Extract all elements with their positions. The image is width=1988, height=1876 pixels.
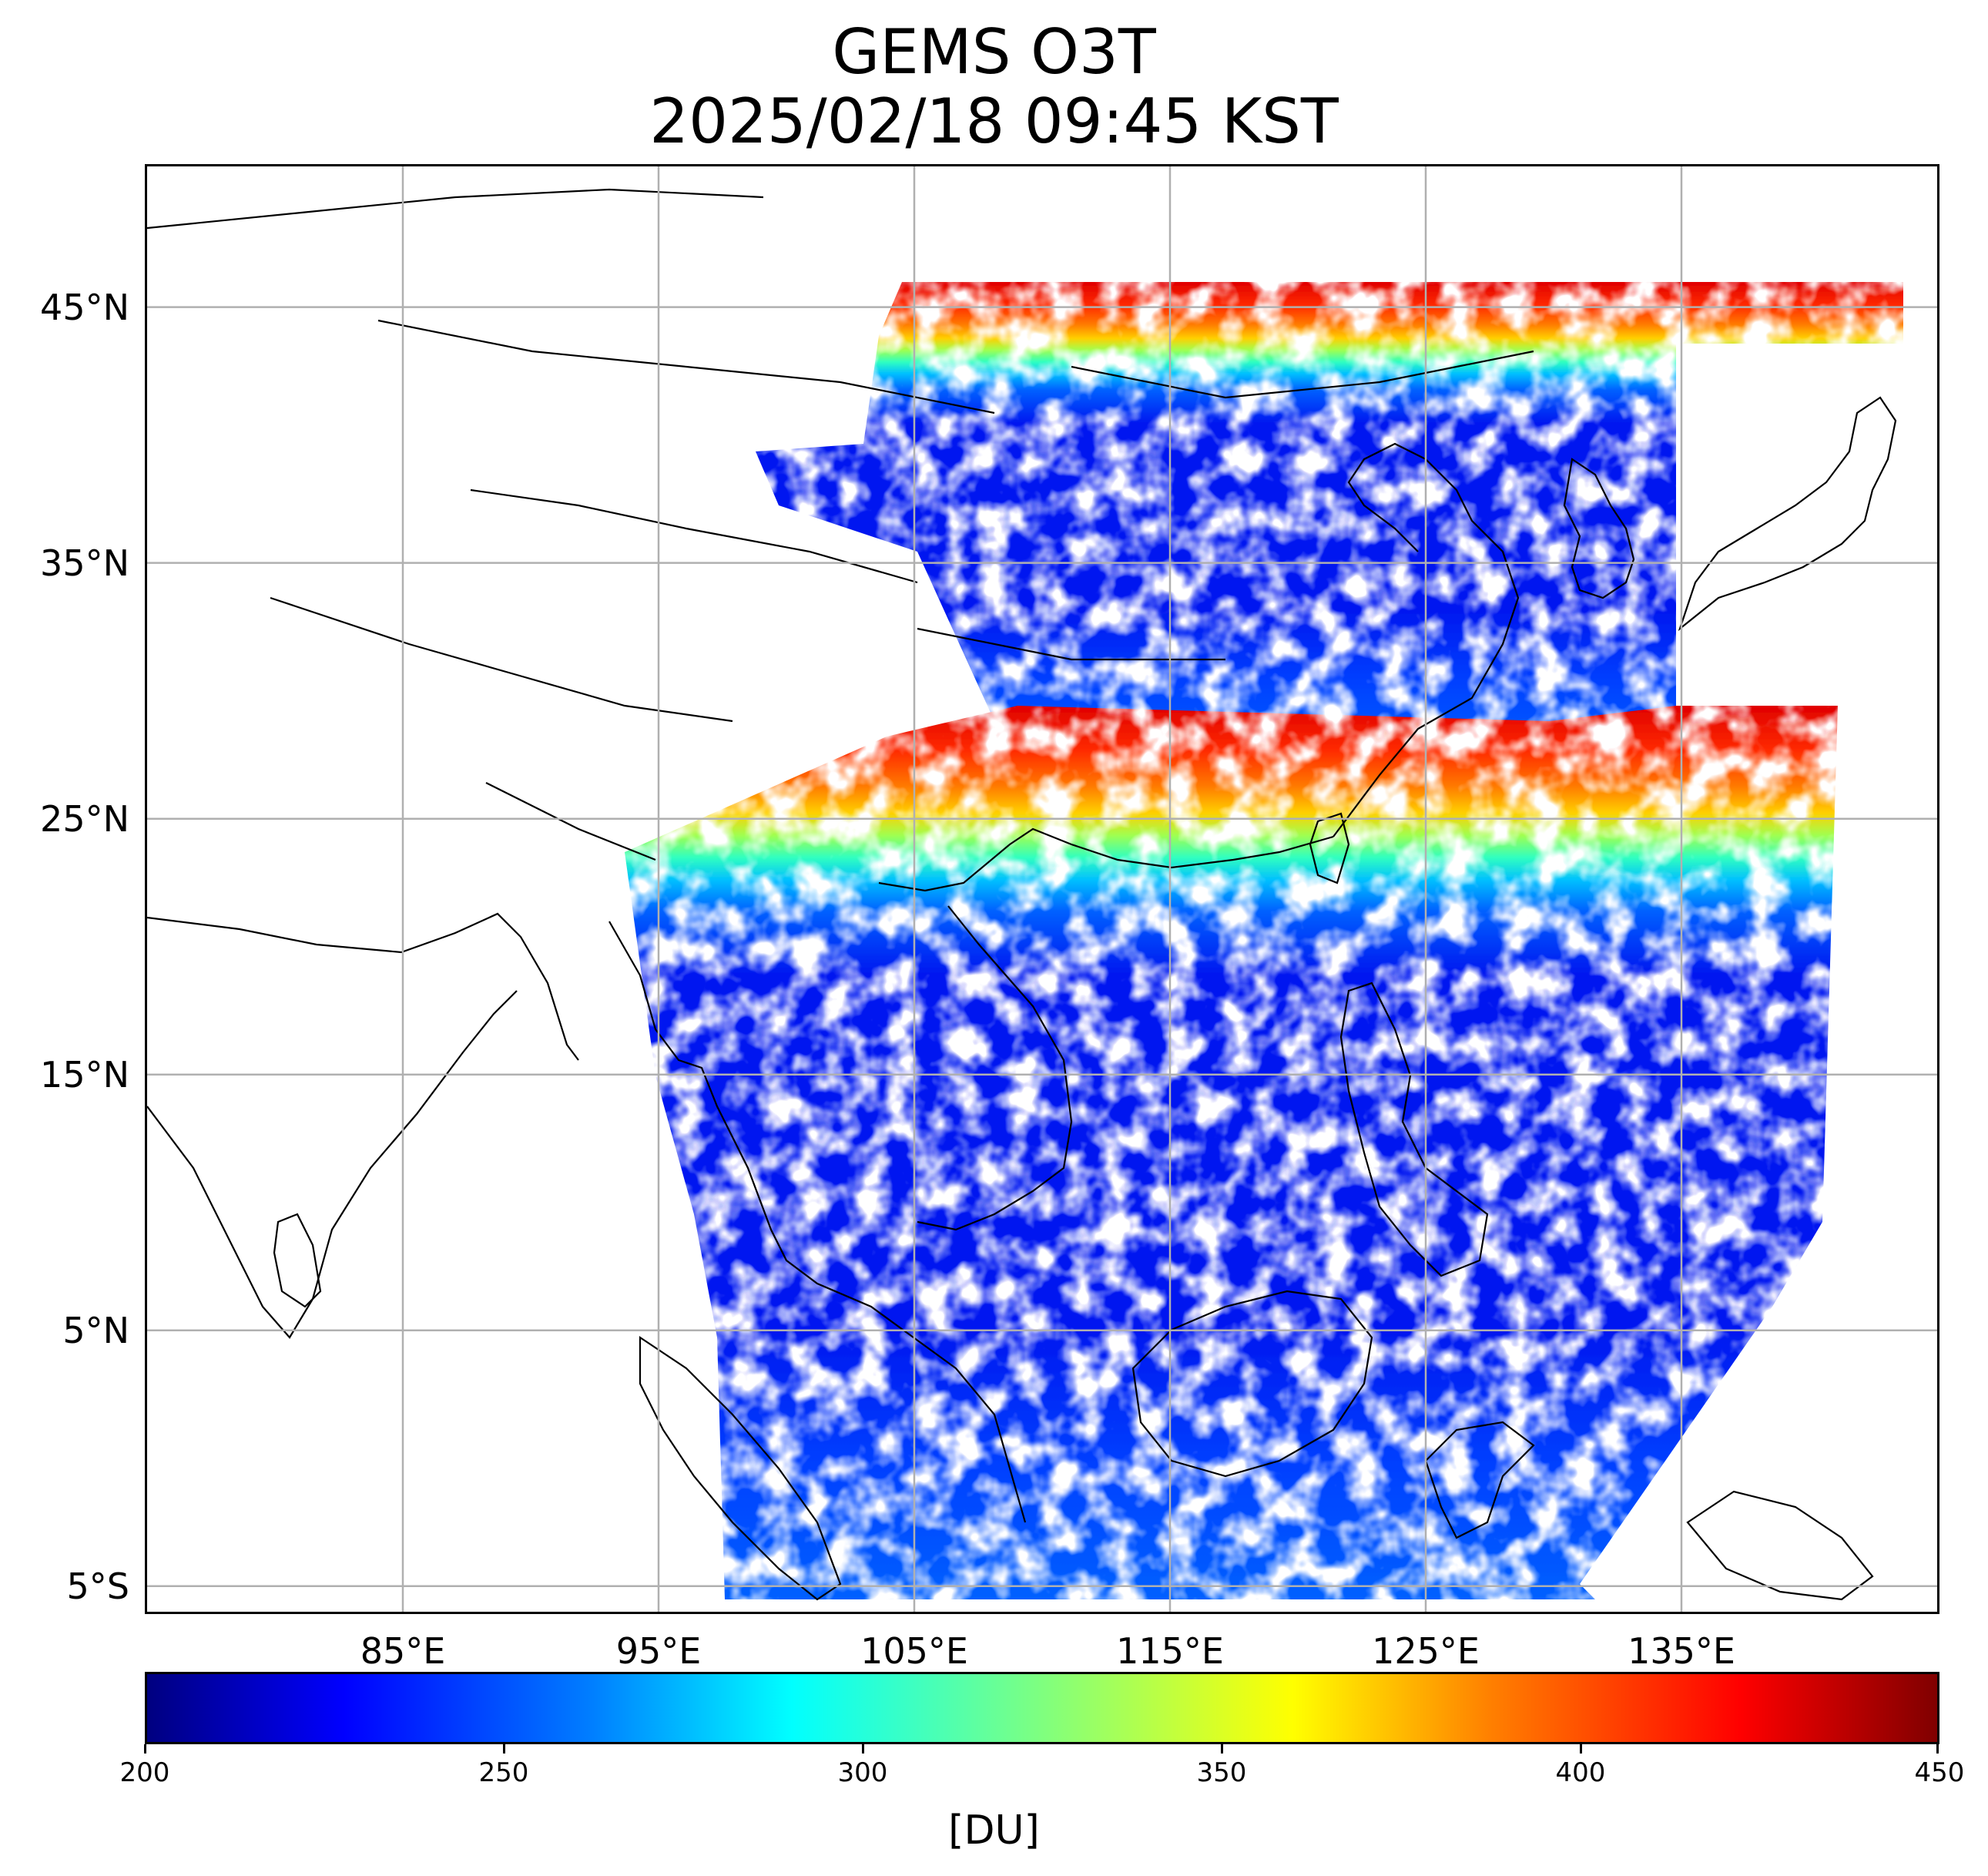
coastlines	[147, 188, 1897, 1601]
colorbar-tick-label: 450	[1914, 1757, 1965, 1788]
colorbar-tick	[1936, 1744, 1939, 1754]
coastline-newguinea	[1686, 1490, 1874, 1601]
colorbar	[145, 1672, 1939, 1744]
lon-tick-label: 125°E	[1372, 1630, 1480, 1672]
colorbar-tick-label: 250	[478, 1757, 529, 1788]
coastline-srilanka	[273, 1213, 322, 1308]
coastline-sulawesi	[1424, 1421, 1535, 1539]
coastline-sumatra	[639, 1335, 842, 1601]
colorbar-tick-label: 350	[1196, 1757, 1247, 1788]
colorbar-tick-label: 200	[119, 1757, 170, 1788]
ozone-swath	[625, 282, 1903, 1599]
lat-tick-label: 45°N	[40, 286, 129, 328]
colorbar-tick-label: 400	[1555, 1757, 1606, 1788]
lon-tick-label: 135°E	[1628, 1630, 1735, 1672]
map-canvas	[147, 166, 1937, 1612]
colorbar-tick	[1580, 1744, 1582, 1754]
lat-tick-label: 15°N	[40, 1053, 129, 1096]
lon-tick-label: 115°E	[1116, 1630, 1224, 1672]
lon-tick-label: 85°E	[360, 1630, 446, 1672]
lat-tick-label: 25°N	[40, 797, 129, 840]
coastline-taiwan	[1309, 812, 1350, 884]
ozone-swath-south	[625, 706, 1838, 1599]
map-panel	[145, 164, 1939, 1614]
coastline-philippines	[1339, 982, 1489, 1277]
gridlines	[147, 166, 1937, 1612]
coastline-india	[147, 912, 579, 1339]
lat-tick-label: 5°N	[62, 1309, 129, 1351]
colorbar-tick	[144, 1744, 146, 1754]
borders-asia	[147, 188, 1534, 861]
lon-tick-label: 95°E	[615, 1630, 702, 1672]
lon-tick-label: 105°E	[860, 1630, 968, 1672]
colorbar-tick	[862, 1744, 864, 1754]
lat-tick-label: 35°N	[40, 542, 129, 584]
coastline-indochina	[608, 827, 1334, 1523]
lat-tick-label: 5°S	[66, 1565, 129, 1607]
coastline-korea	[1563, 458, 1635, 599]
colorbar-unit-label: [DU]	[948, 1807, 1040, 1854]
colorbar-tick	[503, 1744, 505, 1754]
chart-subtitle-datetime: 2025/02/18 09:45 KST	[649, 86, 1339, 157]
colorbar-tick-label: 300	[837, 1757, 888, 1788]
ozone-swath-north	[756, 282, 1903, 752]
coastline-china-east	[1333, 442, 1520, 837]
coastline-borneo	[1131, 1290, 1373, 1478]
chart-title: GEMS O3T	[832, 16, 1156, 88]
colorbar-tick	[1221, 1744, 1223, 1754]
coastline-japan	[1678, 396, 1897, 632]
coastline-vietnam	[917, 905, 1073, 1231]
